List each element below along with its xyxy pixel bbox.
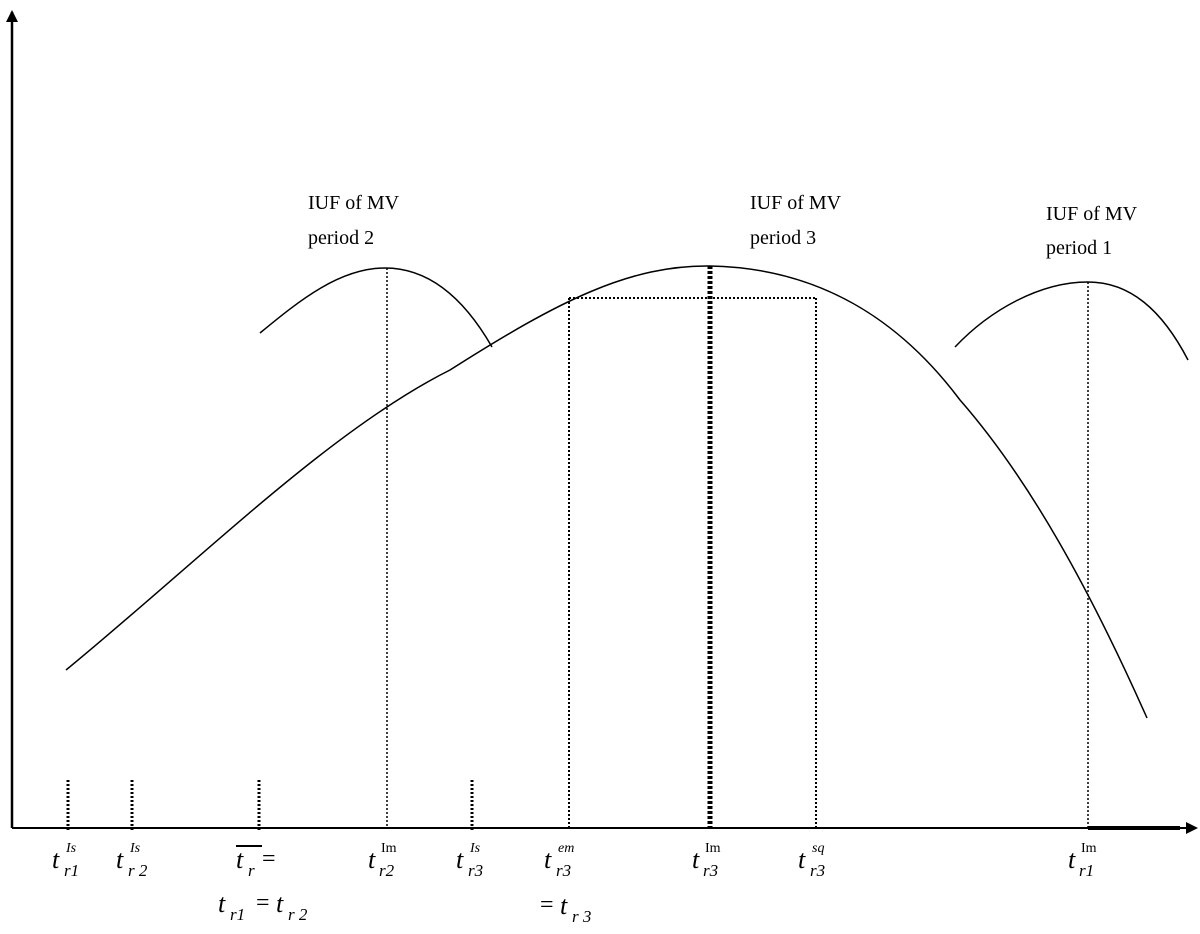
tick-base: t xyxy=(52,845,60,874)
tick-label-tr1-im: t Im r1 xyxy=(1068,841,1097,880)
tick-sup: Is xyxy=(65,841,77,856)
tick-line2-b-sub: r 2 xyxy=(288,905,308,924)
label-period3-line1: IUF of MV xyxy=(750,192,842,214)
tick-base: t xyxy=(692,845,700,874)
tick-base: t xyxy=(236,845,244,874)
tick-sup: Im xyxy=(381,841,397,856)
tick-base: t xyxy=(544,845,552,874)
tick-base: t xyxy=(456,845,464,874)
tick-sub: r1 xyxy=(64,861,79,880)
tick-sub: r3 xyxy=(468,861,483,880)
tick-line2-eq: = xyxy=(540,892,554,918)
tick-base: t xyxy=(368,845,376,874)
tick-line2-sub: r 3 xyxy=(572,907,591,926)
tick-line2-eq: = xyxy=(256,890,270,916)
label-period2-line1: IUF of MV xyxy=(308,192,400,214)
tick-label-tr3-im: t Im r3 xyxy=(692,841,721,880)
label-period2-line2: period 2 xyxy=(308,227,374,249)
label-period3-line2: period 3 xyxy=(750,227,816,249)
tick-label-tr3-em: t em r3 = t r 3 xyxy=(540,841,591,926)
tick-sup: Im xyxy=(1081,841,1097,856)
tick-eq: = xyxy=(262,846,276,872)
tick-sup: em xyxy=(558,841,574,856)
tick-line2-a-base: t xyxy=(218,889,226,918)
tick-sup: sq xyxy=(812,841,824,856)
tick-sub: r2 xyxy=(379,861,395,880)
tick-label-tr3-sq: t sq r3 xyxy=(798,841,825,880)
tick-label-tr3-is: t Is r3 xyxy=(456,841,483,880)
tick-sup: Is xyxy=(129,841,141,856)
tick-label-tr2-is: t Is r 2 xyxy=(116,841,148,880)
tick-sub: r xyxy=(248,861,255,880)
tick-line2-a-sub: r1 xyxy=(230,905,245,924)
tick-sup: Is xyxy=(469,841,481,856)
tick-base: t xyxy=(116,845,124,874)
curve-period2 xyxy=(259,267,493,348)
tick-base: t xyxy=(798,845,806,874)
tick-label-tr1-is: t Is r1 xyxy=(52,841,79,880)
curve-period3 xyxy=(65,265,1148,719)
label-period1-line2: period 1 xyxy=(1046,237,1112,259)
tick-label-tr-bar: t r = t r1 = t r 2 xyxy=(218,845,308,924)
tick-base: t xyxy=(1068,845,1076,874)
tick-sub: r3 xyxy=(810,861,825,880)
tick-line2-base: t xyxy=(560,891,568,920)
tick-sub: r3 xyxy=(556,861,571,880)
tick-line2-b-base: t xyxy=(276,889,284,918)
curve-period1 xyxy=(954,281,1189,361)
label-period1-line1: IUF of MV xyxy=(1046,203,1138,225)
tick-sub: r1 xyxy=(1079,861,1094,880)
tick-label-tr2-im: t Im r2 xyxy=(368,841,397,880)
tick-sup: Im xyxy=(705,841,721,856)
tick-sub: r 2 xyxy=(128,861,148,880)
tick-sub: r3 xyxy=(703,861,718,880)
